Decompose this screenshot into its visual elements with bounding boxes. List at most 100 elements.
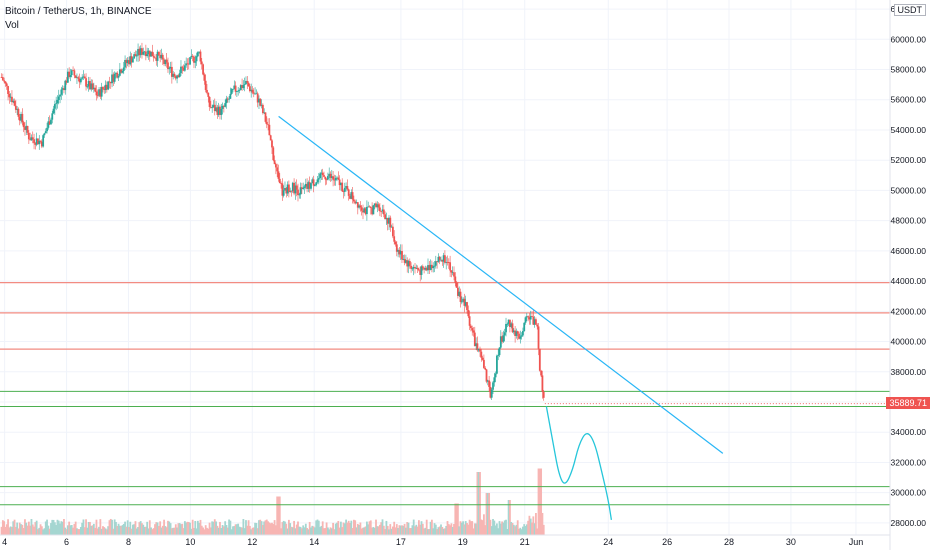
volume-bar (285, 523, 288, 535)
candle-body (115, 72, 117, 74)
volume-bar (459, 521, 462, 535)
candle-body (515, 331, 518, 336)
y-tick-label: 32000.00 (891, 457, 927, 467)
y-tick-label: 34000.00 (891, 427, 927, 437)
candle-body (345, 186, 347, 188)
projection-curve[interactable] (545, 406, 613, 520)
candle-body (221, 105, 224, 109)
volume-bar (144, 526, 147, 535)
volume-bar (204, 525, 207, 535)
candle-body (104, 84, 107, 91)
candle-body (392, 226, 394, 237)
volume-bar (499, 523, 502, 535)
drawing-lines[interactable] (278, 115, 724, 520)
volume-bar (419, 524, 422, 535)
volume-bar (160, 527, 163, 535)
candle-body (313, 185, 316, 186)
candle-body (111, 74, 113, 84)
volume-bar (230, 529, 233, 535)
candle-body (161, 54, 164, 60)
volume-bar (261, 524, 264, 535)
volume-bar (395, 524, 398, 535)
volume-bar (509, 500, 511, 535)
candle-body (44, 131, 47, 134)
candle-body (167, 62, 169, 70)
volume-bars (0, 468, 545, 535)
candle-body (380, 211, 383, 213)
chart-grid (0, 0, 890, 535)
candle-body (133, 54, 136, 59)
volume-bar (65, 529, 68, 535)
trendline[interactable] (278, 115, 724, 454)
volume-bar (24, 519, 26, 535)
candle-body (50, 119, 52, 125)
volume-bar (375, 519, 377, 535)
candle-body (225, 98, 228, 104)
horizontal-levels[interactable] (0, 282, 890, 506)
volume-bar (52, 519, 55, 535)
candle-body (267, 124, 269, 126)
candle-body (537, 326, 540, 349)
volume-bar (281, 522, 284, 535)
candle-body (277, 171, 280, 179)
candle-body (14, 105, 17, 110)
volume-bar (472, 528, 475, 535)
candle-body (27, 132, 30, 140)
volume-bar (30, 518, 33, 535)
volume-bar (142, 524, 145, 535)
x-tick-label: 14 (309, 537, 319, 547)
volume-bar (342, 522, 345, 535)
candle-body (533, 319, 536, 325)
volume-bar (164, 526, 167, 535)
time-axis[interactable]: 4 6 8 10 12 14 17 19 21 24 26 28 30 Jun (0, 534, 890, 547)
volume-bar (434, 524, 437, 535)
volume-bar (423, 528, 426, 535)
candle-body (77, 77, 80, 79)
currency-badge[interactable]: USDT (893, 4, 926, 16)
candle-body (316, 179, 319, 183)
candle-body (164, 59, 167, 65)
price-axis[interactable]: 28000.0030000.0032000.0034000.0036000.00… (889, 0, 927, 550)
y-tick-label: 58000.00 (891, 65, 927, 75)
volume-bar (43, 528, 46, 535)
candle-body (423, 267, 426, 270)
candle-body (254, 93, 256, 95)
volume-bar (137, 526, 139, 535)
volume-bar (220, 527, 223, 535)
volume-bar (215, 521, 217, 535)
volume-bar (531, 522, 533, 535)
volume-bar (46, 519, 48, 535)
candle-body (494, 373, 497, 378)
candle-body (152, 56, 155, 58)
candle-body (471, 328, 474, 331)
candle-body (337, 177, 340, 180)
volume-bar (329, 527, 332, 535)
candle-body (466, 302, 468, 311)
volume-bar (278, 496, 281, 535)
volume-bar (118, 525, 121, 535)
candle-body (172, 73, 175, 77)
candle-body (242, 85, 245, 88)
candle-body (16, 108, 19, 110)
volume-bar (276, 496, 279, 535)
volume-bar (388, 529, 390, 535)
volume-bar (129, 521, 132, 535)
volume-bar (307, 529, 310, 535)
volume-bar (135, 528, 138, 535)
candle-body (189, 57, 191, 65)
candle-body (362, 210, 364, 213)
candle-body (246, 80, 249, 83)
candle-body (213, 104, 216, 112)
symbol-title[interactable]: Bitcoin / TetherUS, 1h, BINANCE (5, 6, 152, 17)
volume-bar (441, 526, 444, 535)
candle-body (280, 183, 282, 184)
volume-bar (190, 528, 193, 535)
candle-body (108, 81, 111, 83)
candle-body (91, 83, 94, 90)
volume-bar (94, 527, 97, 535)
candle-body (542, 391, 545, 398)
candle-body (365, 206, 368, 215)
volume-bar (502, 522, 505, 535)
volume-bar (371, 527, 373, 535)
